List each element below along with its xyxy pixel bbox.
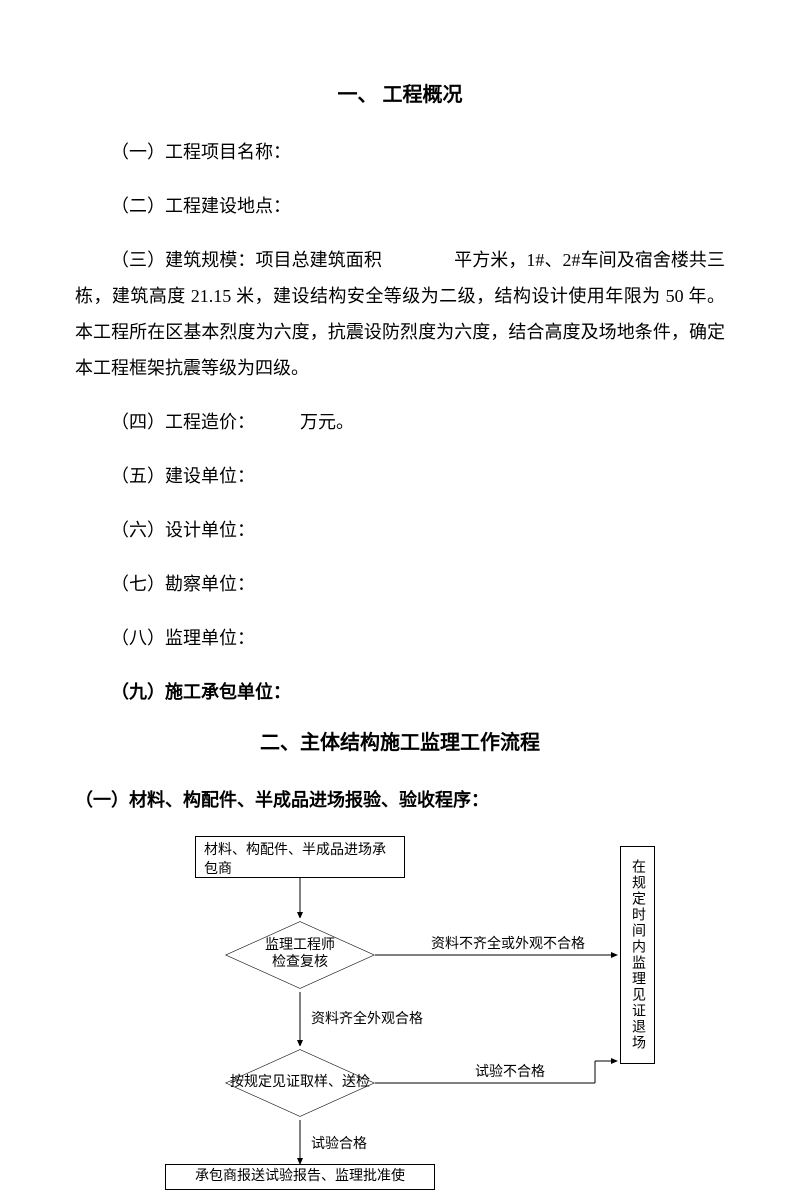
item-8: （八）监理单位： [75,620,725,656]
edge-label-3: 试验不合格 [475,1062,545,1083]
item-3: （三）建筑规模：项目总建筑面积 平方米，1#、2#车间及宿舍楼共三栋，建筑高度 … [75,242,725,386]
flow-node-2: 监理工程师检查复核 [225,918,375,992]
item-5: （五）建设单位： [75,458,725,494]
section-1-title: 一、 工程概况 [75,80,725,110]
edge-label-2: 资料齐全外观合格 [311,1009,423,1030]
item-4: （四）工程造价： 万元。 [75,404,725,440]
edge-label-1: 资料不齐全或外观不合格 [431,934,585,955]
edge-label-4: 试验合格 [311,1134,367,1155]
flow-node-5: 在规定时间内监理见证退场 [620,846,655,1064]
item-9: （九）施工承包单位： [75,674,725,710]
flow-node-1: 材料、构配件、半成品进场承包商 [195,836,405,878]
item-2: （二）工程建设地点： [75,188,725,224]
section-2-subtitle: （一）材料、构配件、半成品进场报验、验收程序： [75,782,725,818]
flowchart: 材料、构配件、半成品进场承包商 监理工程师检查复核 按规定见证取样、送检 承包商… [75,836,725,1196]
item-1: （一）工程项目名称： [75,134,725,170]
flow-node-4: 承包商报送试验报告、监理批准使 [165,1164,435,1190]
section-2-title: 二、主体结构施工监理工作流程 [75,728,725,758]
flow-node-3: 按规定见证取样、送检 [225,1046,375,1120]
item-6: （六）设计单位： [75,512,725,548]
item-7: （七）勘察单位： [75,566,725,602]
